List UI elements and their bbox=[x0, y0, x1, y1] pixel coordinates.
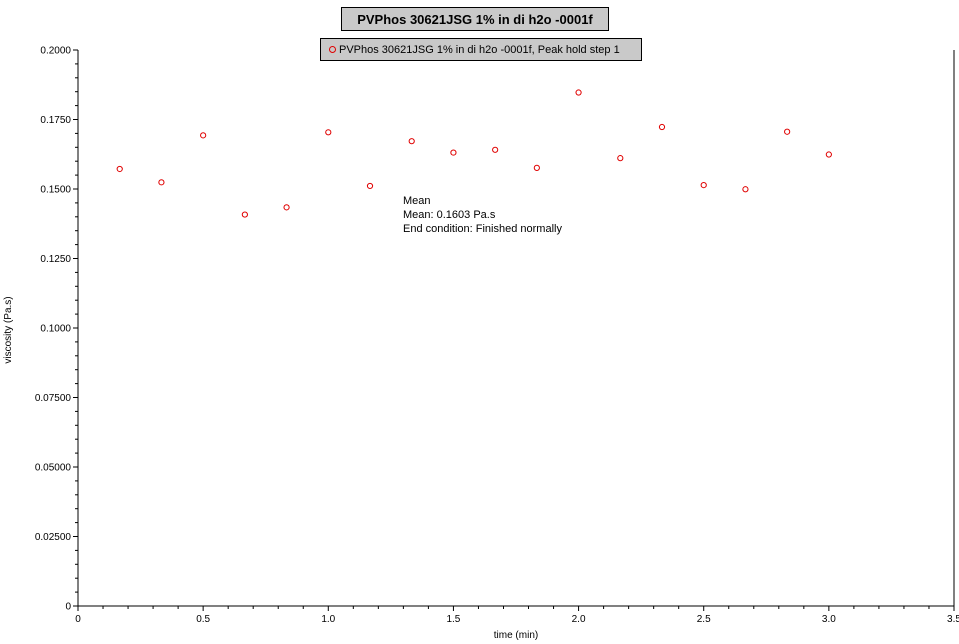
x-axis-ticks: 0 0.5 1.0 1.5 2.0 2.5 3.0 3.5 bbox=[75, 606, 959, 625]
y-axis-ticks: 0 0.02500 0.05000 0.07500 0.1000 0.1250 0.1500… bbox=[35, 46, 78, 613]
data-point bbox=[784, 128, 791, 135]
data-point bbox=[408, 138, 415, 145]
legend-marker-icon bbox=[329, 46, 336, 53]
mean-annotation: Mean Mean: 0.1603 Pa.s End condition: Fi… bbox=[403, 194, 562, 236]
axes bbox=[77, 50, 955, 607]
annotation-line: Mean bbox=[403, 195, 431, 207]
y-tick-label: 0.1250 bbox=[40, 254, 71, 265]
x-axis-label: time (min) bbox=[494, 630, 538, 641]
x-tick-label: 0 bbox=[75, 614, 81, 625]
data-point bbox=[116, 165, 123, 173]
annotation-line: Mean: 0.1603 Pa.s bbox=[403, 209, 496, 221]
chart-title: PVPhos 30621JSG 1% in di h2o -0001f bbox=[341, 7, 609, 31]
data-point bbox=[575, 89, 582, 96]
data-point bbox=[241, 211, 248, 218]
y-tick-label: 0.1750 bbox=[40, 115, 71, 126]
data-point bbox=[366, 182, 374, 190]
data-point bbox=[283, 204, 290, 211]
data-point bbox=[450, 149, 457, 156]
data-point bbox=[200, 132, 207, 139]
x-tick-label: 3.0 bbox=[822, 614, 836, 625]
annotation-line: End condition: Finished normally bbox=[403, 223, 562, 235]
y-tick-label: 0.1500 bbox=[40, 185, 71, 196]
legend: PVPhos 30621JSG 1% in di h2o -0001f, Pea… bbox=[320, 38, 642, 61]
x-tick-label: 3.5 bbox=[947, 614, 959, 625]
x-tick-label: 2.0 bbox=[572, 614, 586, 625]
legend-series-label: PVPhos 30621JSG 1% in di h2o -0001f, Pea… bbox=[339, 43, 620, 56]
y-tick-label: 0.05000 bbox=[35, 463, 72, 474]
y-axis-label: viscosity (Pa.s) bbox=[3, 296, 14, 363]
y-tick-label: 0.1000 bbox=[40, 324, 71, 335]
data-point bbox=[533, 164, 540, 171]
data-point bbox=[617, 155, 624, 162]
data-point bbox=[742, 186, 749, 193]
data-point bbox=[325, 129, 332, 136]
x-tick-label: 0.5 bbox=[196, 614, 210, 625]
data-point bbox=[158, 179, 165, 186]
data-point bbox=[825, 151, 832, 158]
y-tick-label: 0.07500 bbox=[35, 393, 72, 404]
data-points bbox=[116, 89, 832, 218]
data-point bbox=[700, 182, 707, 189]
y-tick-label: 0 bbox=[65, 602, 71, 613]
y-tick-label: 0.02500 bbox=[35, 532, 72, 543]
x-tick-label: 1.0 bbox=[321, 614, 335, 625]
x-tick-label: 1.5 bbox=[446, 614, 460, 625]
data-point bbox=[492, 146, 499, 153]
x-tick-label: 2.5 bbox=[697, 614, 711, 625]
data-point bbox=[658, 123, 666, 131]
y-tick-label: 0.2000 bbox=[40, 46, 71, 57]
chart-title-text: PVPhos 30621JSG 1% in di h2o -0001f bbox=[357, 11, 593, 27]
